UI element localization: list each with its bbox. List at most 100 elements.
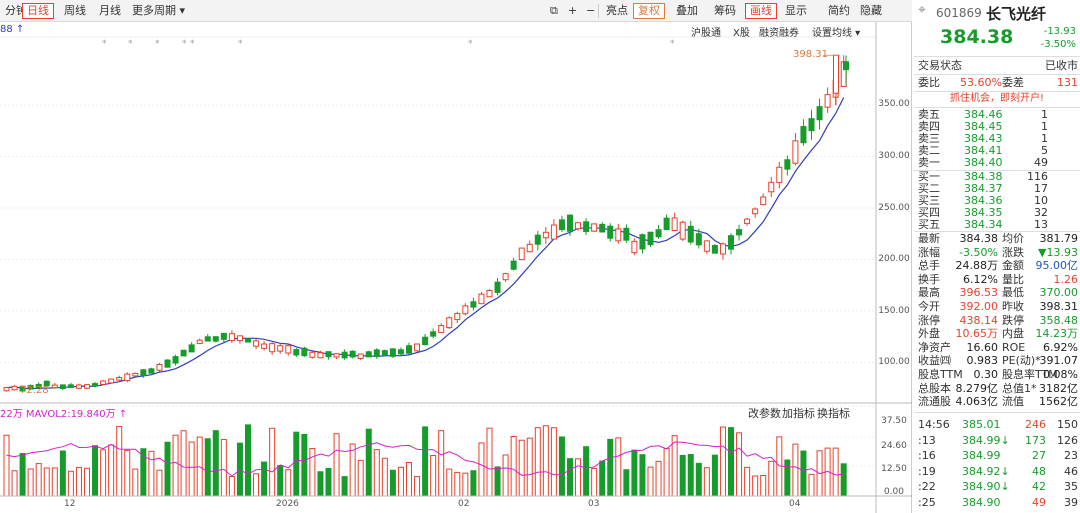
candle-body: [776, 166, 783, 184]
volume-bar: [422, 426, 429, 497]
volume-bar: [832, 447, 839, 497]
volume-tick: 12.50: [881, 464, 907, 474]
candle-body: [550, 224, 557, 240]
volume-bar: [277, 465, 284, 497]
overlay-dropdown[interactable]: 叠加: [676, 4, 698, 17]
zoom-out-icon[interactable]: −: [586, 4, 596, 17]
volume-bar: [655, 460, 662, 497]
volume-bar: [703, 467, 710, 497]
period-daily[interactable]: 日线: [22, 3, 54, 19]
volume-bar: [261, 461, 268, 497]
indicator-margin[interactable]: 融资融券: [759, 28, 799, 39]
bid-level: 买三 384.36 10: [918, 194, 1048, 207]
candle-body: [833, 54, 839, 94]
event-marker: *: [238, 39, 243, 49]
candle-body: [67, 384, 74, 388]
period-weekly[interactable]: 周线: [64, 4, 86, 17]
volume-bar: [494, 466, 501, 497]
period-minute[interactable]: 分钟: [5, 4, 27, 17]
volume-bar: [639, 454, 646, 497]
candle-body: [180, 349, 187, 357]
volume-bar: [92, 445, 99, 497]
event-marker: *: [102, 39, 107, 49]
volume-bar: [204, 438, 211, 497]
edit-params-button[interactable]: 改参数: [748, 407, 781, 420]
pin-icon[interactable]: ⌖: [918, 2, 926, 18]
price-change-pct: -3.50%: [1040, 39, 1076, 50]
simple-mode-button[interactable]: 简约: [828, 4, 850, 17]
mavol-line: [6, 441, 844, 477]
candle-body: [744, 218, 751, 225]
window-icon[interactable]: ⧉: [550, 4, 558, 17]
candle-body: [84, 384, 90, 389]
restore-rights-dropdown[interactable]: 复权: [633, 3, 665, 19]
candle-body: [11, 385, 18, 391]
candle-body: [397, 349, 404, 355]
candle-body: [59, 384, 66, 389]
tick-row: :22 384.90↓ 42 35: [918, 480, 1078, 494]
kline-chart[interactable]: * * * * * * * *: [0, 22, 912, 513]
set-ma-dropdown[interactable]: 设置均线 ▾: [812, 28, 861, 39]
volume-bar: [558, 436, 565, 497]
date-label: 04: [789, 499, 801, 509]
candle-body: [212, 336, 219, 342]
tick-row: :16 384.99 27 23: [918, 449, 1078, 463]
open-account-link[interactable]: 抓住机会，即刻开户!: [949, 93, 1044, 104]
price-tick: 250.00: [878, 203, 910, 213]
candle-body: [228, 333, 235, 342]
volume-bar: [180, 430, 187, 497]
volume-bar: [631, 449, 638, 497]
volume-bar: [510, 435, 517, 497]
candle-body: [462, 305, 469, 315]
candle-body: [140, 369, 147, 376]
candle-body: [236, 335, 243, 342]
bid-level: 买五 384.34 13: [918, 218, 1048, 231]
candle-body: [679, 221, 686, 240]
volume-bar: [19, 453, 26, 497]
candle-body: [430, 331, 437, 337]
volume-grid: [0, 405, 876, 467]
candle-body: [760, 196, 767, 206]
indicator-x-share[interactable]: X股: [733, 28, 750, 39]
volume-bar: [687, 454, 694, 497]
draw-line-button[interactable]: 画线: [745, 3, 777, 19]
volume-bar: [43, 467, 50, 497]
candle-body: [164, 359, 171, 368]
tick-row: :19 384.92↓ 48 46: [918, 464, 1078, 478]
candle-body: [3, 387, 10, 392]
volume-bar: [269, 427, 276, 497]
stock-code: 601869: [936, 6, 982, 20]
display-dropdown[interactable]: 显示: [785, 4, 807, 17]
volume-bar: [156, 469, 163, 497]
highlight-button[interactable]: 亮点: [606, 4, 628, 17]
indicator-hsgt[interactable]: 沪股通: [691, 28, 721, 39]
add-indicator-button[interactable]: 加指标: [782, 407, 815, 420]
volume-bar: [800, 450, 807, 497]
price-grid: * * * * * * * *: [0, 36, 876, 363]
candle-body: [663, 217, 670, 231]
chips-button[interactable]: 筹码: [714, 4, 736, 17]
volume-bar: [164, 441, 171, 497]
switch-indicator-button[interactable]: 换指标: [817, 407, 850, 420]
candle-body: [687, 225, 694, 243]
candle-body: [75, 384, 82, 389]
candle-body: [824, 94, 831, 108]
zoom-in-icon[interactable]: +: [568, 4, 578, 17]
hide-dropdown[interactable]: 隐藏: [860, 4, 882, 17]
volume-bar: [35, 463, 42, 497]
candle-body: [309, 351, 316, 358]
date-label: 2026: [276, 499, 299, 509]
volume-bar: [293, 431, 300, 497]
volume-bar: [132, 468, 139, 497]
candle-body: [188, 344, 195, 353]
candle-body: [446, 317, 453, 329]
more-periods-dropdown[interactable]: 更多周期 ▾: [132, 4, 186, 17]
period-monthly[interactable]: 月线: [99, 4, 121, 17]
trade-status-row: 交易状态 已收市: [918, 59, 1078, 72]
high-price-label: 398.31: [793, 49, 828, 60]
candle-body: [261, 343, 268, 349]
candle-body: [631, 240, 638, 254]
event-marker: *: [182, 39, 187, 49]
volume-tick: 37.50: [881, 416, 907, 426]
candle-body: [414, 343, 421, 352]
